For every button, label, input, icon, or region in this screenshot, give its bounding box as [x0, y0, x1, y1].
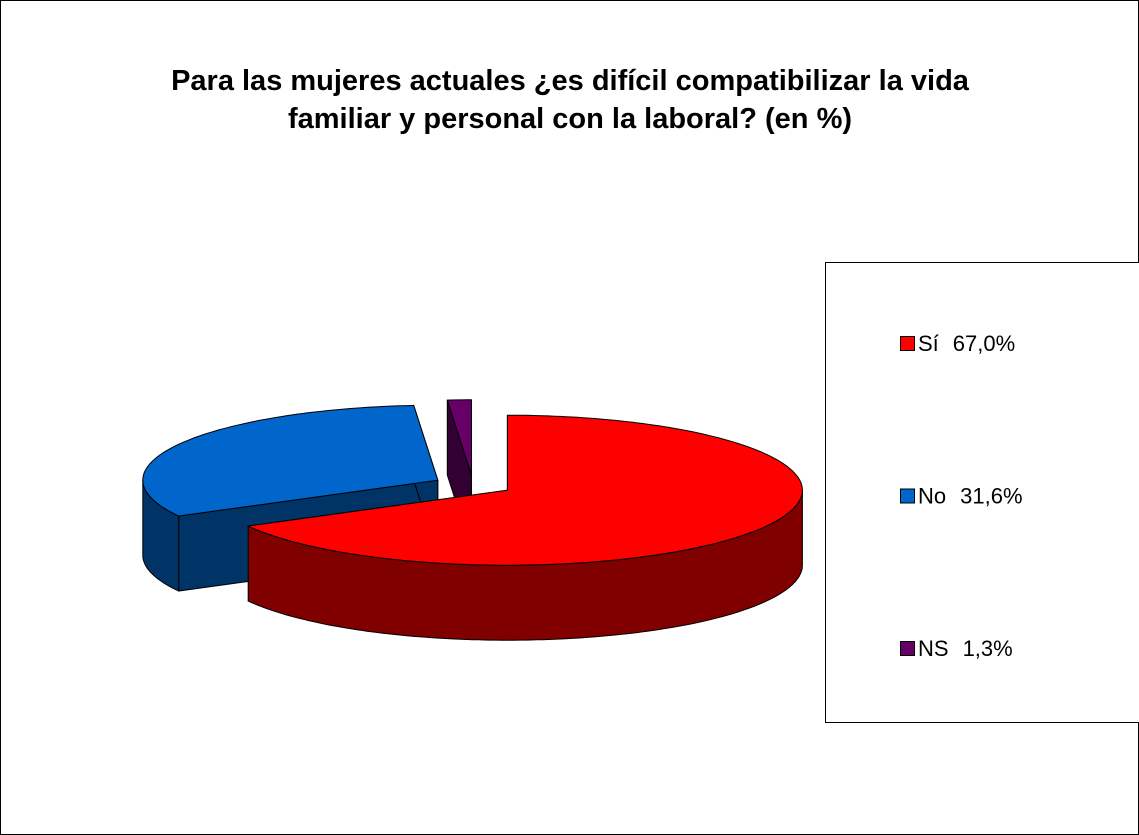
legend-swatch — [900, 336, 915, 351]
legend-category: No — [918, 483, 946, 508]
legend-value: 1,3% — [963, 636, 1013, 661]
legend-box — [825, 262, 1139, 723]
chart-title: Para las mujeres actuales ¿es difícil co… — [171, 65, 969, 135]
legend-category: Sí — [918, 331, 939, 356]
legend-label: NS 1,3% — [918, 636, 1013, 661]
legend-category: NS — [918, 636, 949, 661]
slice-top — [246, 414, 803, 566]
legend-label: No 31,6% — [918, 483, 1023, 508]
slice — [246, 414, 803, 641]
legend-swatch — [900, 488, 915, 504]
legend-label: Sí 67,0% — [918, 331, 1015, 356]
slice-top — [446, 399, 472, 475]
slice-top — [142, 404, 439, 517]
legend-value: 67,0% — [953, 331, 1015, 356]
legend-swatch — [900, 641, 915, 656]
title-box: Para las mujeres actuales ¿es difícil co… — [171, 65, 969, 135]
legend-value: 31,6% — [960, 483, 1022, 508]
